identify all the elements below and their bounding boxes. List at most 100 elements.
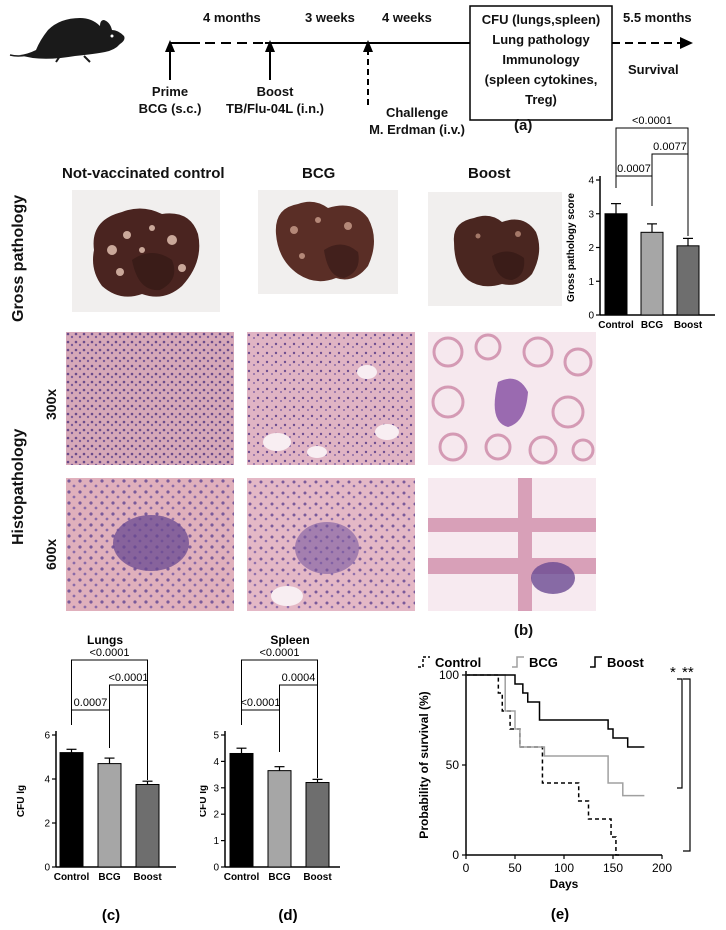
p-value-label: <0.0001 — [108, 672, 148, 684]
interval-2: 3 weeks — [305, 10, 355, 25]
gross-lung-boost-image — [428, 192, 562, 306]
box-line-2: Lung pathology — [492, 32, 590, 47]
significance-bracket — [71, 709, 110, 740]
boost-title: Boost — [256, 84, 294, 99]
panel-label-b: (b) — [514, 622, 534, 639]
legend-marker-bcg — [512, 656, 524, 668]
significance-bracket — [241, 659, 318, 778]
histology-600x-boost-image — [428, 478, 596, 611]
bar-control — [59, 752, 84, 868]
y-axis-label: Gross pathology score — [566, 193, 577, 302]
legend-label-boost: Boost — [607, 655, 645, 670]
y-tick-label: 2 — [213, 810, 219, 821]
significance-bracket — [109, 684, 148, 770]
p-value-label: <0.0001 — [632, 115, 672, 127]
y-axis-label: CFU lg — [16, 785, 27, 817]
y-tick-label: 1 — [213, 836, 219, 847]
x-tick-label: 100 — [554, 861, 574, 875]
row-label-gross: Gross pathology — [10, 194, 27, 322]
x-tick-label: Boost — [674, 320, 703, 331]
gross-lung-control-image — [72, 190, 220, 312]
lungs-cfu-chart: Lungs CFU lg 0 2 4 6 Control BCG Boost 0.0007 <0.0… — [16, 633, 176, 924]
bar-bcg — [640, 231, 664, 316]
significance-marker: * — [670, 664, 676, 681]
histology-300x-boost-image — [428, 332, 596, 465]
y-tick-label: 5 — [213, 731, 219, 742]
histology-600x-control-image — [66, 478, 234, 611]
mag-600x: 600x — [43, 538, 59, 570]
challenge-label: Challenge M. Erdman (i.v.) — [352, 104, 482, 138]
y-tick-label: 0 — [213, 863, 219, 874]
y-axis-label: CFU lg — [200, 785, 209, 817]
prime-label: Prime BCG (s.c.) — [130, 83, 210, 117]
interval-3: 4 weeks — [382, 10, 432, 25]
significance-bracket — [651, 153, 689, 222]
significance-bracket — [615, 127, 689, 236]
box-line-5: Treg) — [525, 92, 557, 107]
y-tick-label: 0 — [452, 848, 459, 862]
histology-600x-bcg-image — [247, 478, 415, 611]
box-line-3: Immunology — [502, 52, 580, 67]
bar-control — [229, 752, 254, 868]
survival-chart: 0 50 100 0 50 100 150 200 Days Probability of sur… — [417, 655, 694, 923]
x-tick-label: Control — [224, 872, 260, 883]
bar-boost — [305, 782, 330, 868]
panel-label: (c) — [102, 907, 120, 924]
box-line-4: (spleen cytokines, — [484, 72, 598, 87]
x-tick-label: Boost — [303, 872, 332, 883]
prime-title: Prime — [151, 84, 189, 99]
survival-curve-control — [466, 674, 620, 856]
chart-title: Spleen — [270, 633, 309, 647]
col-header-bcg: BCG — [302, 165, 336, 182]
y-axis-label: Probability of survival (%) — [417, 691, 431, 838]
p-value-label: 0.0077 — [653, 141, 687, 153]
gross-pathology-chart: Gross pathology score 0 1 2 3 4 Control BCG Boos… — [566, 115, 715, 331]
bar-bcg — [267, 770, 292, 868]
x-tick-label: 200 — [652, 861, 672, 875]
y-tick-label: 0 — [44, 863, 50, 874]
col-header-boost: Boost — [468, 165, 511, 182]
x-tick-label: Boost — [133, 872, 162, 883]
p-value-label: <0.0001 — [240, 697, 280, 709]
bar-boost — [676, 245, 700, 316]
y-tick-label: 4 — [44, 775, 50, 786]
boost-label: Boost TB/Flu-04L (i.n.) — [210, 83, 340, 117]
x-tick-label: 50 — [508, 861, 522, 875]
p-value-label: 0.0007 — [74, 697, 108, 709]
y-tick-label: 6 — [44, 731, 50, 742]
panel-label: (e) — [551, 906, 569, 923]
legend-marker-boost — [590, 656, 602, 668]
panel-label: (d) — [278, 907, 297, 924]
y-tick-label: 3 — [588, 209, 594, 220]
legend-label-bcg: BCG — [529, 655, 558, 670]
chart-title: Lungs — [87, 633, 123, 647]
mouse-icon — [9, 18, 125, 63]
significance-bracket — [683, 678, 691, 852]
box-line-1: CFU (lungs,spleen) — [481, 12, 601, 27]
interval-4: 5.5 months — [623, 10, 692, 25]
timeline-diagram — [9, 5, 693, 121]
x-axis-label: Days — [550, 877, 579, 891]
y-tick-label: 2 — [44, 819, 50, 830]
legend-marker-control — [418, 656, 430, 668]
y-tick-label: 50 — [446, 758, 460, 772]
x-tick-label: Control — [54, 872, 90, 883]
y-tick-label: 100 — [439, 668, 459, 682]
x-tick-label: Control — [598, 320, 634, 331]
survival-curve-boost — [466, 674, 645, 748]
y-tick-label: 0 — [588, 311, 594, 322]
survival-label: Survival — [628, 62, 679, 77]
row-label-histo: Histopathology — [10, 428, 27, 545]
gross-lung-bcg-image — [258, 190, 398, 294]
spleen-cfu-chart: Spleen CFU lg 0 1 2 3 4 5 Control BCG Boost <0.0001… — [200, 633, 340, 924]
significance-bracket — [279, 684, 318, 770]
y-tick-label: 1 — [588, 277, 594, 288]
significance-bracket — [241, 709, 280, 745]
significance-bracket — [71, 659, 148, 780]
boost-detail: TB/Flu-04L (i.n.) — [226, 101, 324, 116]
y-tick-label: 4 — [588, 176, 594, 187]
x-tick-label: 150 — [603, 861, 623, 875]
p-value-label: 0.0004 — [282, 672, 316, 684]
x-tick-label: BCG — [98, 872, 120, 883]
survival-curve-bcg — [466, 674, 645, 797]
